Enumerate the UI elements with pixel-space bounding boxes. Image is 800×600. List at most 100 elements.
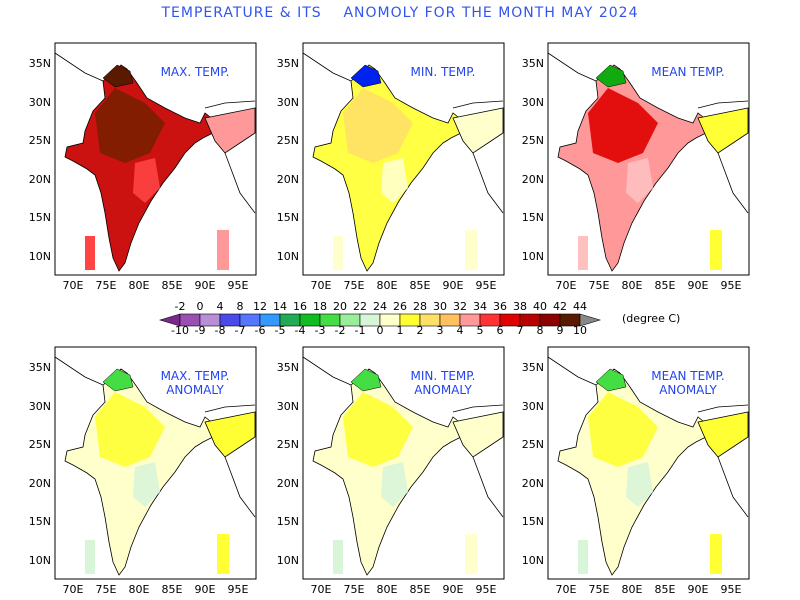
colorbar-absolute-label: 0 — [196, 300, 204, 313]
colorbar-absolute-label: 22 — [353, 300, 367, 313]
region-himalaya — [102, 64, 134, 88]
map-panel-mean_anom: 35N 30N 25N 20N 15N 10N 70E 75E 80E 85E 90E 95E MEAN… — [522, 346, 750, 596]
lon-tick-label: 75E — [343, 279, 365, 292]
lon-tick-label: 85E — [654, 583, 676, 596]
map-panel-max: 35N 30N 25N 20N 15N 10N 70E 75E 80E 85E 90E 95E MAX.… — [29, 42, 257, 292]
colorbar-unit: (degree C) — [622, 312, 681, 325]
lon-tick-label: 90E — [442, 583, 464, 596]
northeast-region — [452, 107, 504, 154]
lat-tick-label: 15N — [28, 515, 51, 528]
colorbar-anomaly-label: -3 — [314, 324, 326, 337]
colorbar-absolute-label: 32 — [453, 300, 467, 313]
lon-tick-label: 80E — [621, 279, 643, 292]
lon-tick-label: 95E — [227, 279, 249, 292]
lat-tick-label: 20N — [276, 476, 299, 490]
colorbar-absolute-label: 20 — [333, 300, 347, 313]
lat-tick-label: 30N — [276, 399, 299, 413]
colorbar-anomaly-label: -8 — [214, 324, 226, 337]
northeast-region — [697, 107, 749, 154]
colorbar-anomaly-label: 4 — [456, 324, 464, 337]
lat-tick-label: 25N — [276, 438, 299, 451]
lon-tick-label: 70E — [555, 583, 577, 596]
lat-tick-label: 10N — [521, 249, 544, 263]
region-north — [95, 88, 165, 163]
lat-tick-label: 10N — [28, 249, 51, 263]
lon-tick-label: 95E — [475, 583, 497, 596]
northeast-region — [452, 411, 504, 458]
lat-tick-label: 20N — [28, 476, 51, 490]
lat-tick-label: 10N — [521, 553, 544, 567]
lon-tick-label: 75E — [588, 279, 610, 292]
colorbar-absolute-label: 36 — [493, 300, 507, 313]
lat-tick-label: 35N — [28, 361, 51, 374]
region-central — [133, 158, 160, 203]
lon-tick-label: 70E — [555, 279, 577, 292]
lon-tick-label: 95E — [720, 583, 742, 596]
lon-tick-label: 85E — [161, 583, 183, 596]
lon-tick-label: 75E — [95, 279, 117, 292]
colorbar-absolute-label: 4 — [216, 300, 224, 313]
colorbar-absolute-label: 26 — [393, 300, 407, 313]
colorbar-anomaly-label: -6 — [254, 324, 266, 337]
colorbar-absolute-label: 30 — [433, 300, 447, 313]
lat-tick-label: 35N — [276, 57, 299, 70]
northeast-region — [204, 107, 256, 154]
page-title: TEMPERATURE & ITS ANOMOLY FOR THE MONTH … — [161, 5, 639, 21]
lat-tick-label: 30N — [521, 399, 544, 413]
lat-tick-label: 20N — [521, 172, 544, 186]
lat-tick-label: 30N — [28, 95, 51, 109]
colorbar-swatches — [158, 313, 602, 327]
lon-tick-label: 95E — [720, 279, 742, 292]
lat-tick-label: 20N — [521, 476, 544, 490]
lat-tick-label: 15N — [276, 211, 299, 224]
lat-tick-label: 25N — [521, 438, 544, 451]
map-panel-min_anom: 35N 30N 25N 20N 15N 10N 70E 75E 80E 85E 90E 95E MIN.… — [277, 346, 505, 596]
colorbar-anomaly-label: -1 — [354, 324, 366, 337]
lon-tick-label: 95E — [227, 583, 249, 596]
colorbar-absolute-label: 24 — [373, 300, 387, 313]
colorbar-anomaly-label: 6 — [496, 324, 504, 337]
lat-tick-label: 35N — [276, 361, 299, 374]
lat-tick-label: 20N — [28, 172, 51, 186]
northeast-region — [204, 411, 256, 458]
lat-tick-label: 15N — [521, 211, 544, 224]
colorbar-absolute-label: 12 — [253, 300, 267, 313]
lon-tick-label: 90E — [687, 583, 709, 596]
lon-tick-label: 70E — [62, 279, 84, 292]
region-north — [588, 88, 658, 163]
map-plot — [302, 346, 505, 580]
colorbar-anomaly-label: -9 — [194, 324, 206, 337]
lat-tick-label: 35N — [28, 57, 51, 70]
map-plot — [54, 346, 257, 580]
colorbar-anomaly-label: 10 — [573, 324, 587, 337]
region-north — [95, 392, 165, 467]
map-plot — [302, 42, 505, 276]
colorbar-absolute-label: 8 — [236, 300, 244, 313]
lat-tick-label: 20N — [276, 172, 299, 186]
lon-tick-label: 80E — [621, 583, 643, 596]
lat-tick-label: 25N — [276, 134, 299, 147]
colorbar-anomaly-label: -5 — [274, 324, 286, 337]
colorbar-anomaly-label: 7 — [516, 324, 524, 337]
lat-tick-label: 15N — [28, 211, 51, 224]
panel-title: MIN. TEMP. — [410, 65, 476, 79]
map-plot — [547, 346, 750, 580]
panel-title: MEAN TEMP. ANOMALY — [651, 369, 725, 397]
colorbar-anomaly-label: -10 — [171, 324, 189, 337]
colorbar-absolute-label: 28 — [413, 300, 427, 313]
lon-tick-label: 85E — [161, 279, 183, 292]
region-north — [588, 392, 658, 467]
colorbar-anomaly-label: 8 — [536, 324, 544, 337]
colorbar-absolute-label: 38 — [513, 300, 527, 313]
colorbar-anomaly-label: -2 — [334, 324, 346, 337]
lon-tick-label: 80E — [376, 583, 398, 596]
region-himalaya — [595, 368, 627, 392]
colorbar-anomaly-label: 3 — [436, 324, 444, 337]
region-himalaya — [102, 368, 134, 392]
colorbar-legend: (degree C) -2 0 4 8 12 14 16 18 20 22 24 26 28 30 32 34… — [140, 300, 680, 340]
lon-tick-label: 90E — [687, 279, 709, 292]
colorbar-absolute-label: -2 — [174, 300, 186, 313]
lat-tick-label: 30N — [28, 399, 51, 413]
lon-tick-label: 80E — [376, 279, 398, 292]
colorbar-anomaly-label: 1 — [396, 324, 404, 337]
